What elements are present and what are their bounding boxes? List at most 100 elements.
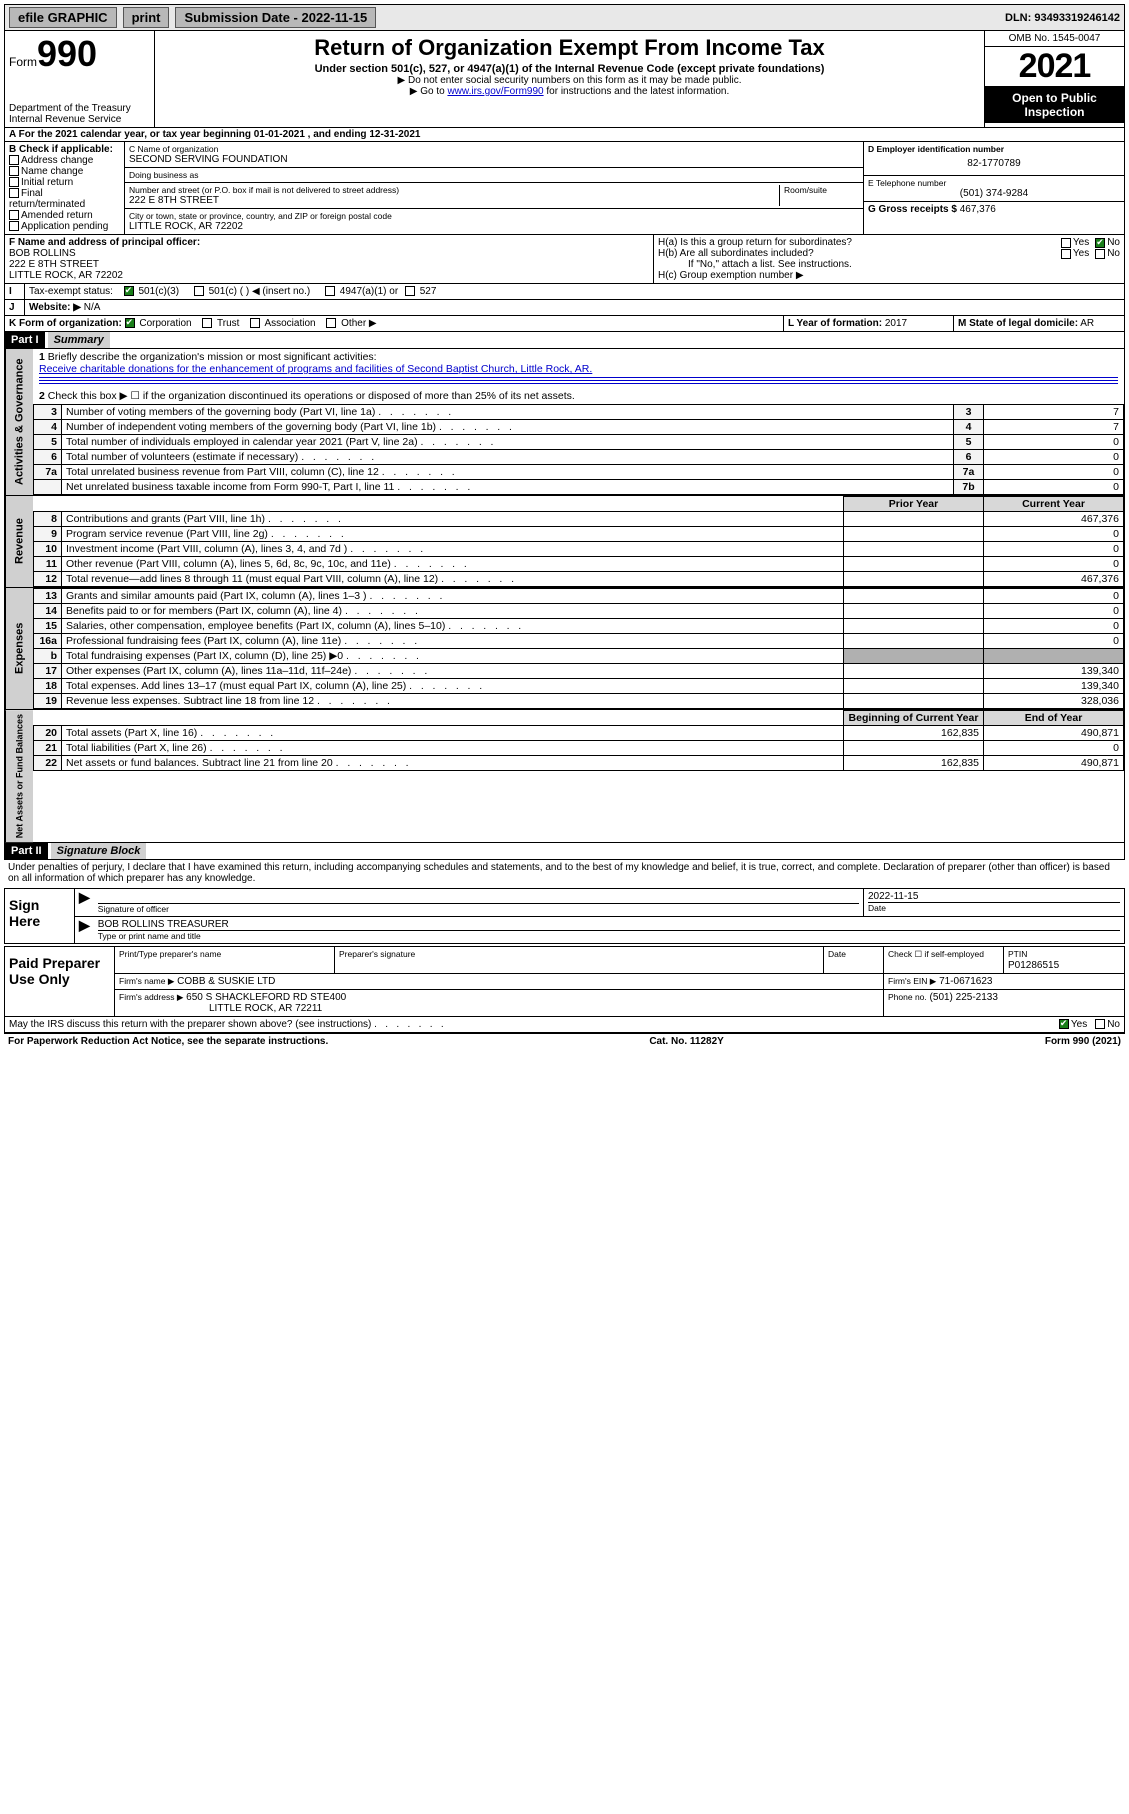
part1-title: Summary: [48, 332, 110, 348]
page-footer: For Paperwork Reduction Act Notice, see …: [4, 1033, 1125, 1049]
efile-button[interactable]: efile GRAPHIC: [9, 7, 117, 28]
state-domicile: AR: [1080, 318, 1094, 329]
form-header: Form990 Department of the Treasury Inter…: [4, 31, 1125, 128]
chk-501c[interactable]: [194, 286, 204, 296]
ptin-value: P01286515: [1008, 960, 1059, 971]
ha-label: H(a) Is this a group return for subordin…: [658, 237, 1061, 248]
firm-addr-label: Firm's address ▶: [119, 992, 183, 1002]
prep-sig-label: Preparer's signature: [339, 949, 415, 959]
form-number: Form990: [9, 33, 150, 75]
may-irs-row: May the IRS discuss this return with the…: [4, 1017, 1125, 1033]
paid-preparer-block: Paid Preparer Use Only Print/Type prepar…: [4, 946, 1125, 1017]
m-label: M State of legal domicile:: [958, 318, 1078, 329]
form-title: Return of Organization Exempt From Incom…: [161, 35, 978, 61]
j-label: Website: ▶: [29, 302, 81, 313]
table-expenses: 13Grants and similar amounts paid (Part …: [33, 588, 1124, 709]
chk-trust[interactable]: [202, 318, 212, 328]
section-fh: F Name and address of principal officer:…: [4, 235, 1125, 284]
signature-block: Sign Here ▶ Signature of officer 2022-11…: [4, 888, 1125, 944]
firm-addr2: LITTLE ROCK, AR 72211: [119, 1003, 322, 1014]
irs-label: Internal Revenue Service: [9, 114, 150, 125]
footer-right: Form 990 (2021): [1045, 1036, 1121, 1047]
date-label: Date: [868, 902, 1120, 913]
firm-name-label: Firm's name ▶: [119, 976, 174, 986]
chk-amended[interactable]: [9, 210, 19, 220]
website-value: N/A: [84, 302, 101, 313]
officer-street: 222 E 8TH STREET: [9, 259, 649, 270]
part2-title: Signature Block: [51, 843, 147, 859]
chk-final-return[interactable]: [9, 188, 19, 198]
k-label: K Form of organization:: [9, 318, 122, 329]
year-formation: 2017: [885, 318, 907, 329]
top-toolbar: efile GRAPHIC print Submission Date - 20…: [4, 4, 1125, 31]
section-bcd: B Check if applicable: Address change Na…: [4, 142, 1125, 235]
firm-phone: (501) 225-2133: [930, 992, 998, 1003]
footer-mid: Cat. No. 11282Y: [649, 1036, 723, 1047]
footer-left: For Paperwork Reduction Act Notice, see …: [8, 1036, 328, 1047]
q2-label: Check this box ▶ ☐ if the organization d…: [48, 390, 575, 402]
open-inspection: Open to Public Inspection: [985, 87, 1124, 123]
chk-initial-return[interactable]: [9, 177, 19, 187]
chk-other[interactable]: [326, 318, 336, 328]
l-label: L Year of formation:: [788, 318, 882, 329]
city-label: City or town, state or province, country…: [129, 211, 859, 221]
firm-phone-label: Phone no.: [888, 992, 927, 1002]
prep-name-label: Print/Type preparer's name: [119, 949, 221, 959]
arrow-icon: ▶: [75, 917, 94, 943]
street-value: 222 E 8TH STREET: [129, 195, 779, 206]
arrow-icon: ▶: [75, 889, 94, 916]
chk-assoc[interactable]: [250, 318, 260, 328]
chk-application-pending[interactable]: [9, 221, 19, 231]
vlabel-expenses: Expenses: [5, 588, 33, 709]
d-label: D Employer identification number: [868, 144, 1120, 154]
firm-ein: 71-0671623: [939, 976, 992, 987]
ssn-note: ▶ Do not enter social security numbers o…: [161, 75, 978, 86]
may-irs-text: May the IRS discuss this return with the…: [9, 1019, 1059, 1030]
chk-527[interactable]: [405, 286, 415, 296]
ha-no[interactable]: [1095, 238, 1105, 248]
hc-label: H(c) Group exemption number ▶: [658, 270, 1120, 281]
chk-4947[interactable]: [325, 286, 335, 296]
gross-receipts: 467,376: [960, 204, 996, 215]
ein-value: 82-1770789: [868, 154, 1120, 173]
hb-no[interactable]: [1095, 249, 1105, 259]
omb-number: OMB No. 1545-0047: [985, 31, 1124, 47]
street-label: Number and street (or P.O. box if mail i…: [129, 185, 779, 195]
chk-501c3[interactable]: [124, 286, 134, 296]
irs-link[interactable]: www.irs.gov/Form990: [447, 86, 543, 97]
b-label: B Check if applicable:: [9, 144, 120, 155]
vlabel-revenue: Revenue: [5, 496, 33, 587]
dba-label: Doing business as: [129, 170, 859, 180]
name-title-label: Type or print name and title: [98, 930, 1120, 941]
may-irs-no[interactable]: [1095, 1019, 1105, 1029]
chk-corp[interactable]: [125, 318, 135, 328]
part2-hdr: Part II: [5, 843, 48, 859]
f-label: F Name and address of principal officer:: [9, 237, 649, 248]
chk-name-change[interactable]: [9, 166, 19, 176]
hb-yes[interactable]: [1061, 249, 1071, 259]
officer-city: LITTLE ROCK, AR 72202: [9, 270, 649, 281]
tax-year: 2021: [985, 47, 1124, 87]
ha-yes[interactable]: [1061, 238, 1071, 248]
print-button[interactable]: print: [123, 7, 170, 28]
goto-note: ▶ Go to www.irs.gov/Form990 for instruct…: [161, 86, 978, 97]
chk-address-change[interactable]: [9, 155, 19, 165]
sign-date: 2022-11-15: [868, 891, 1120, 902]
vlabel-governance: Activities & Governance: [5, 349, 33, 495]
perjury-text: Under penalties of perjury, I declare th…: [4, 860, 1125, 886]
firm-name: COBB & SUSKIE LTD: [177, 976, 275, 987]
dept-label: Department of the Treasury: [9, 103, 150, 114]
paid-preparer-label: Paid Preparer Use Only: [5, 947, 115, 1016]
dln: DLN: 93493319246142: [1005, 12, 1120, 24]
city-value: LITTLE ROCK, AR 72202: [129, 221, 859, 232]
c-name-label: C Name of organization: [129, 144, 859, 154]
hb-label: H(b) Are all subordinates included?: [658, 248, 1061, 259]
submission-date: Submission Date - 2022-11-15: [175, 7, 376, 28]
sig-officer-label: Signature of officer: [98, 903, 859, 914]
officer-name: BOB ROLLINS: [9, 248, 649, 259]
q1-answer: Receive charitable donations for the enh…: [39, 363, 592, 375]
table-revenue: Prior YearCurrent Year8Contributions and…: [33, 496, 1124, 587]
self-employed-label: Check ☐ if self-employed: [888, 949, 984, 959]
may-irs-yes[interactable]: [1059, 1019, 1069, 1029]
table-netassets: Beginning of Current YearEnd of Year20To…: [33, 710, 1124, 771]
